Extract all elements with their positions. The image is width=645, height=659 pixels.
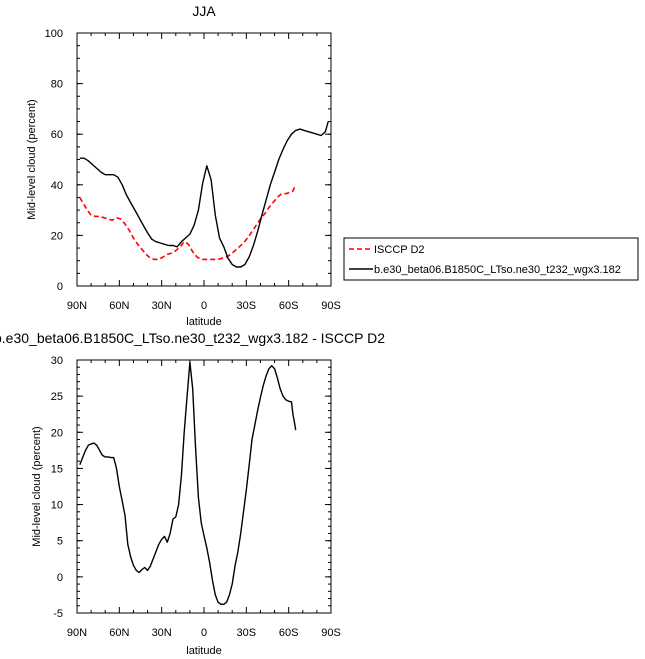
- x-tick-label: 30N: [152, 300, 172, 312]
- x-tick-label: 90S: [321, 627, 341, 639]
- legend-label-model: b.e30_beta06.B1850C_LTso.ne30_t232_wgx3.…: [374, 264, 621, 276]
- chart-bottom-y-axis-label: Mid-level cloud (percent): [31, 426, 43, 546]
- chart-top: JJA 90N 60N 30N 0 30S 60S 90S 0 20 40 60 80 100 lat…: [26, 3, 639, 328]
- series-line-0: [79, 361, 297, 605]
- y-tick-label: 100: [45, 28, 63, 40]
- chart-bottom-x-axis-label: latitude: [186, 645, 221, 657]
- x-tick-label: 90N: [67, 300, 87, 312]
- y-tick-label: 20: [51, 230, 63, 242]
- chart-bottom-frame: [76, 359, 332, 614]
- y-tick-label: 0: [57, 572, 63, 584]
- chart-top-x-axis-label: latitude: [186, 316, 221, 328]
- chart-top-y-axis: 0 20 40 60 80 100: [45, 28, 331, 293]
- legend-box: [343, 237, 639, 281]
- y-tick-label: 15: [51, 463, 63, 475]
- chart-top-x-axis: 90N 60N 30N 0 30S 60S 90S: [67, 33, 341, 312]
- y-tick-label: 30: [51, 355, 63, 367]
- chart-bottom-title: b.e30_beta06.B1850C_LTso.ne30_t232_wgx3.…: [0, 330, 385, 346]
- series-line-0: [79, 184, 297, 261]
- y-tick-label: 0: [57, 281, 63, 293]
- y-tick-label: 5: [57, 536, 63, 548]
- x-tick-label: 60S: [279, 300, 299, 312]
- y-tick-label: 40: [51, 180, 63, 192]
- x-tick-label: 60N: [109, 300, 129, 312]
- legend-label-isccp: ISCCP D2: [374, 244, 425, 256]
- chart-top-y-axis-label: Mid-level cloud (percent): [26, 99, 38, 219]
- y-tick-label: 25: [51, 391, 63, 403]
- chart-top-series: [79, 121, 329, 268]
- y-tick-label: 60: [51, 129, 63, 141]
- chart-bottom-y-axis: -5 0 5 10 15 20 25 30: [51, 355, 331, 620]
- x-tick-label: 30N: [152, 627, 172, 639]
- x-tick-label: 0: [201, 627, 207, 639]
- x-tick-label: 90S: [321, 300, 341, 312]
- chart-bottom-series: [79, 361, 297, 605]
- chart-top-frame: [76, 32, 332, 287]
- series-line-1: [79, 121, 329, 268]
- y-tick-label: 10: [51, 500, 63, 512]
- chart-top-title: JJA: [192, 3, 216, 19]
- chart-top-legend: ISCCP D2 b.e30_beta06.B1850C_LTso.ne30_t…: [343, 237, 639, 281]
- chart-bottom: b.e30_beta06.B1850C_LTso.ne30_t232_wgx3.…: [0, 330, 385, 657]
- x-tick-label: 0: [201, 300, 207, 312]
- x-tick-label: 60S: [279, 627, 299, 639]
- y-tick-label: 80: [51, 79, 63, 91]
- chart-bottom-x-axis: 90N 60N 30N 0 30S 60S 90S: [67, 360, 341, 639]
- y-tick-label: -5: [53, 608, 63, 620]
- x-tick-label: 30S: [237, 627, 257, 639]
- x-tick-label: 30S: [237, 300, 257, 312]
- y-tick-label: 20: [51, 427, 63, 439]
- x-tick-label: 60N: [109, 627, 129, 639]
- x-tick-label: 90N: [67, 627, 87, 639]
